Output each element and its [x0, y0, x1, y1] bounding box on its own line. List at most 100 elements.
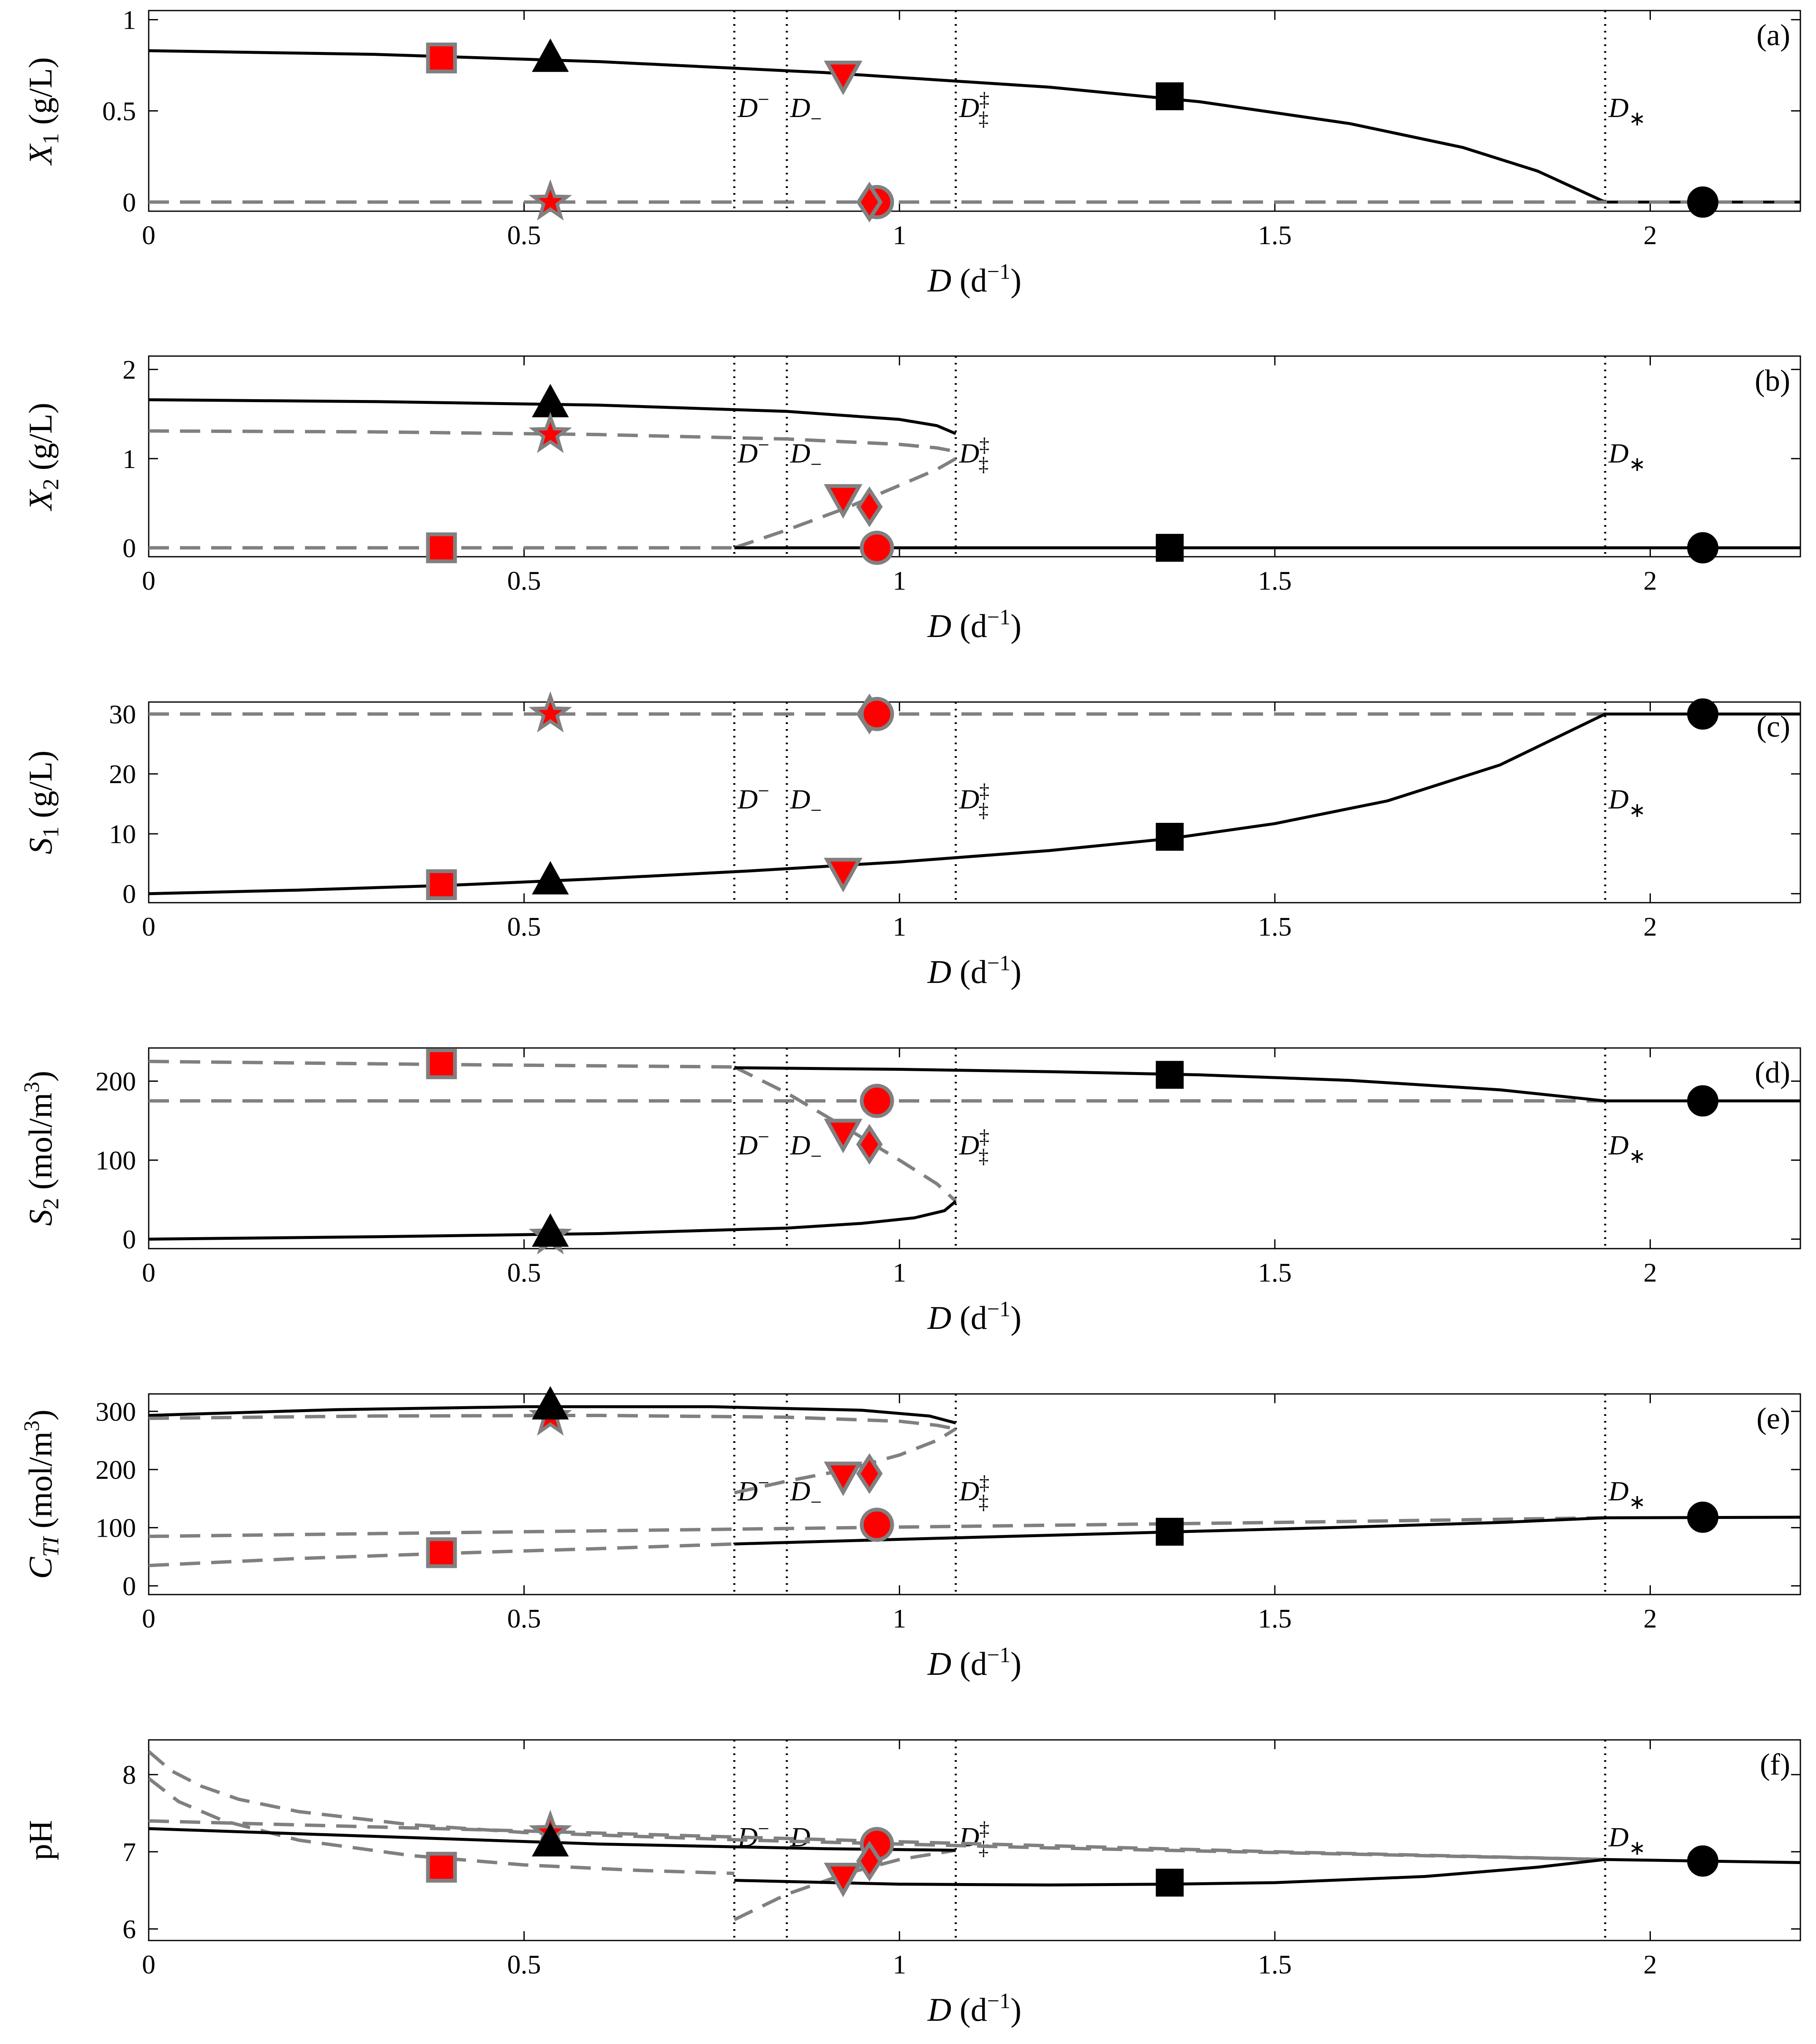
- series-line-stable-top: [149, 1405, 956, 1425]
- x-tick-label: 0: [142, 1603, 155, 1633]
- series-group: [149, 1750, 1800, 1922]
- marker-triangle-down: [824, 1462, 863, 1496]
- y-tick-label: 1: [123, 444, 136, 474]
- x-axis-label: D (d−1): [927, 1297, 1021, 1336]
- axes-frame: [148, 1393, 1801, 1595]
- series-line-unstable-1: [149, 429, 956, 453]
- x-tick-label: 2: [1644, 1949, 1657, 1979]
- series-line-unstable-lower: [149, 1777, 735, 1875]
- marker-triangle-up: [532, 1823, 569, 1856]
- series-line-stable-bottom: [734, 1516, 1800, 1546]
- marker-circle: [860, 531, 894, 565]
- marker-diamond: [856, 1840, 883, 1882]
- vertical-line-label: D∗: [1608, 1476, 1646, 1513]
- x-tick-label: 1: [893, 1257, 906, 1287]
- marker-square: [426, 869, 457, 900]
- marker-square: [426, 532, 457, 563]
- series-line-unstable-mid: [149, 1516, 1605, 1538]
- x-tick-label: 1.5: [1258, 912, 1292, 942]
- vertical-line-label: D‡ ‡: [959, 88, 990, 130]
- vertical-line-label: D‡ ‡: [959, 1126, 990, 1168]
- axes-frame: [148, 1047, 1801, 1249]
- x-tick-label: 1: [893, 220, 906, 250]
- y-tick-label: 300: [95, 1396, 136, 1426]
- marker-circle: [860, 1083, 894, 1118]
- marker-square: [426, 1851, 457, 1883]
- marker-circle: [1687, 1845, 1718, 1877]
- y-tick-label: 20: [109, 759, 136, 789]
- series-line-stable-top: [734, 1066, 1800, 1102]
- marker-square: [426, 1537, 457, 1568]
- x-tick-label: 2: [1644, 912, 1657, 942]
- x-axis-label: D (d−1): [927, 1989, 1021, 2028]
- series-group: [149, 398, 1800, 550]
- series-line-stable-upper: [149, 398, 956, 435]
- series-line-unstable-2: [734, 457, 957, 550]
- x-tick-label: 0.5: [507, 1603, 541, 1633]
- x-tick-label: 0: [142, 912, 155, 942]
- marker-circle: [860, 697, 894, 731]
- x-tick-label: 1.5: [1258, 566, 1292, 596]
- x-tick-label: 1: [893, 912, 906, 942]
- x-axis-label: D (d−1): [927, 605, 1021, 644]
- marker-triangle-down: [824, 60, 863, 95]
- y-axis-label: S1 (g/L): [22, 751, 63, 855]
- vertical-line-label: D−: [790, 438, 822, 476]
- vertical-line-label: D−: [790, 93, 822, 130]
- x-axis-label: D (d−1): [927, 260, 1021, 299]
- x-tick-label: 0.5: [507, 566, 541, 596]
- y-axis-label: S2 (mol/m3): [20, 1071, 63, 1226]
- vertical-line-label: D−: [790, 784, 822, 822]
- marker-triangle-up: [532, 38, 569, 72]
- marker-square: [1156, 1061, 1184, 1089]
- marker-square: [1156, 82, 1184, 110]
- marker-triangle-up: [532, 1386, 569, 1420]
- vertical-line-label: D∗: [1608, 1822, 1646, 1859]
- panel-tag: (d): [1755, 1056, 1790, 1089]
- series-line-unstable-top: [149, 1413, 956, 1431]
- vertical-line-label: D‡ ‡: [959, 434, 990, 476]
- axes-frame: [148, 355, 1801, 558]
- marker-diamond: [856, 1124, 883, 1165]
- x-tick-label: 1.5: [1258, 1257, 1292, 1287]
- x-axis-label: D (d−1): [927, 951, 1021, 990]
- marker-circle: [1687, 698, 1718, 730]
- y-axis-label: X2 (g/L): [22, 403, 63, 511]
- marker-star: [528, 691, 572, 732]
- vertical-line-label: D−: [790, 1130, 822, 1168]
- y-tick-label: 0: [123, 187, 136, 217]
- y-tick-label: 8: [123, 1760, 136, 1790]
- x-tick-label: 2: [1644, 220, 1657, 250]
- series-line-unstable-flat: [149, 1819, 1605, 1862]
- x-tick-label: 0: [142, 1949, 155, 1979]
- y-axis-label: X1 (g/L): [22, 57, 63, 166]
- marker-circle: [1687, 1501, 1718, 1533]
- panel-tag: (e): [1756, 1402, 1790, 1435]
- x-tick-label: 0: [142, 220, 155, 250]
- series-group: [149, 49, 1800, 204]
- vertical-line-label: D∗: [1608, 93, 1646, 130]
- y-tick-label: 30: [109, 699, 136, 729]
- vertical-line-label: D−: [737, 434, 769, 469]
- x-tick-label: 2: [1644, 1603, 1657, 1633]
- x-axis-label: D (d−1): [927, 1643, 1021, 1682]
- marker-circle: [1687, 532, 1718, 563]
- marker-star: [528, 411, 572, 453]
- x-tick-label: 0.5: [507, 1257, 541, 1287]
- marker-triangle-down: [824, 857, 863, 893]
- x-tick-label: 1.5: [1258, 1603, 1292, 1633]
- marker-star: [528, 179, 572, 221]
- panel-e: 0 0.5 1 1.5 2 D (d−1) 0 100 200 300 CTI (mol/m3) (e…: [20, 1386, 1801, 1682]
- x-tick-label: 0: [142, 1257, 155, 1287]
- y-tick-label: 100: [95, 1513, 136, 1543]
- marker-triangle-down: [824, 484, 863, 519]
- marker-circle: [860, 1508, 894, 1542]
- y-tick-label: 200: [95, 1455, 136, 1485]
- marker-circle: [1687, 186, 1718, 218]
- vertical-line-label: D∗: [1608, 784, 1646, 822]
- marker-circle: [1687, 1085, 1718, 1117]
- marker-triangle-up: [532, 861, 569, 895]
